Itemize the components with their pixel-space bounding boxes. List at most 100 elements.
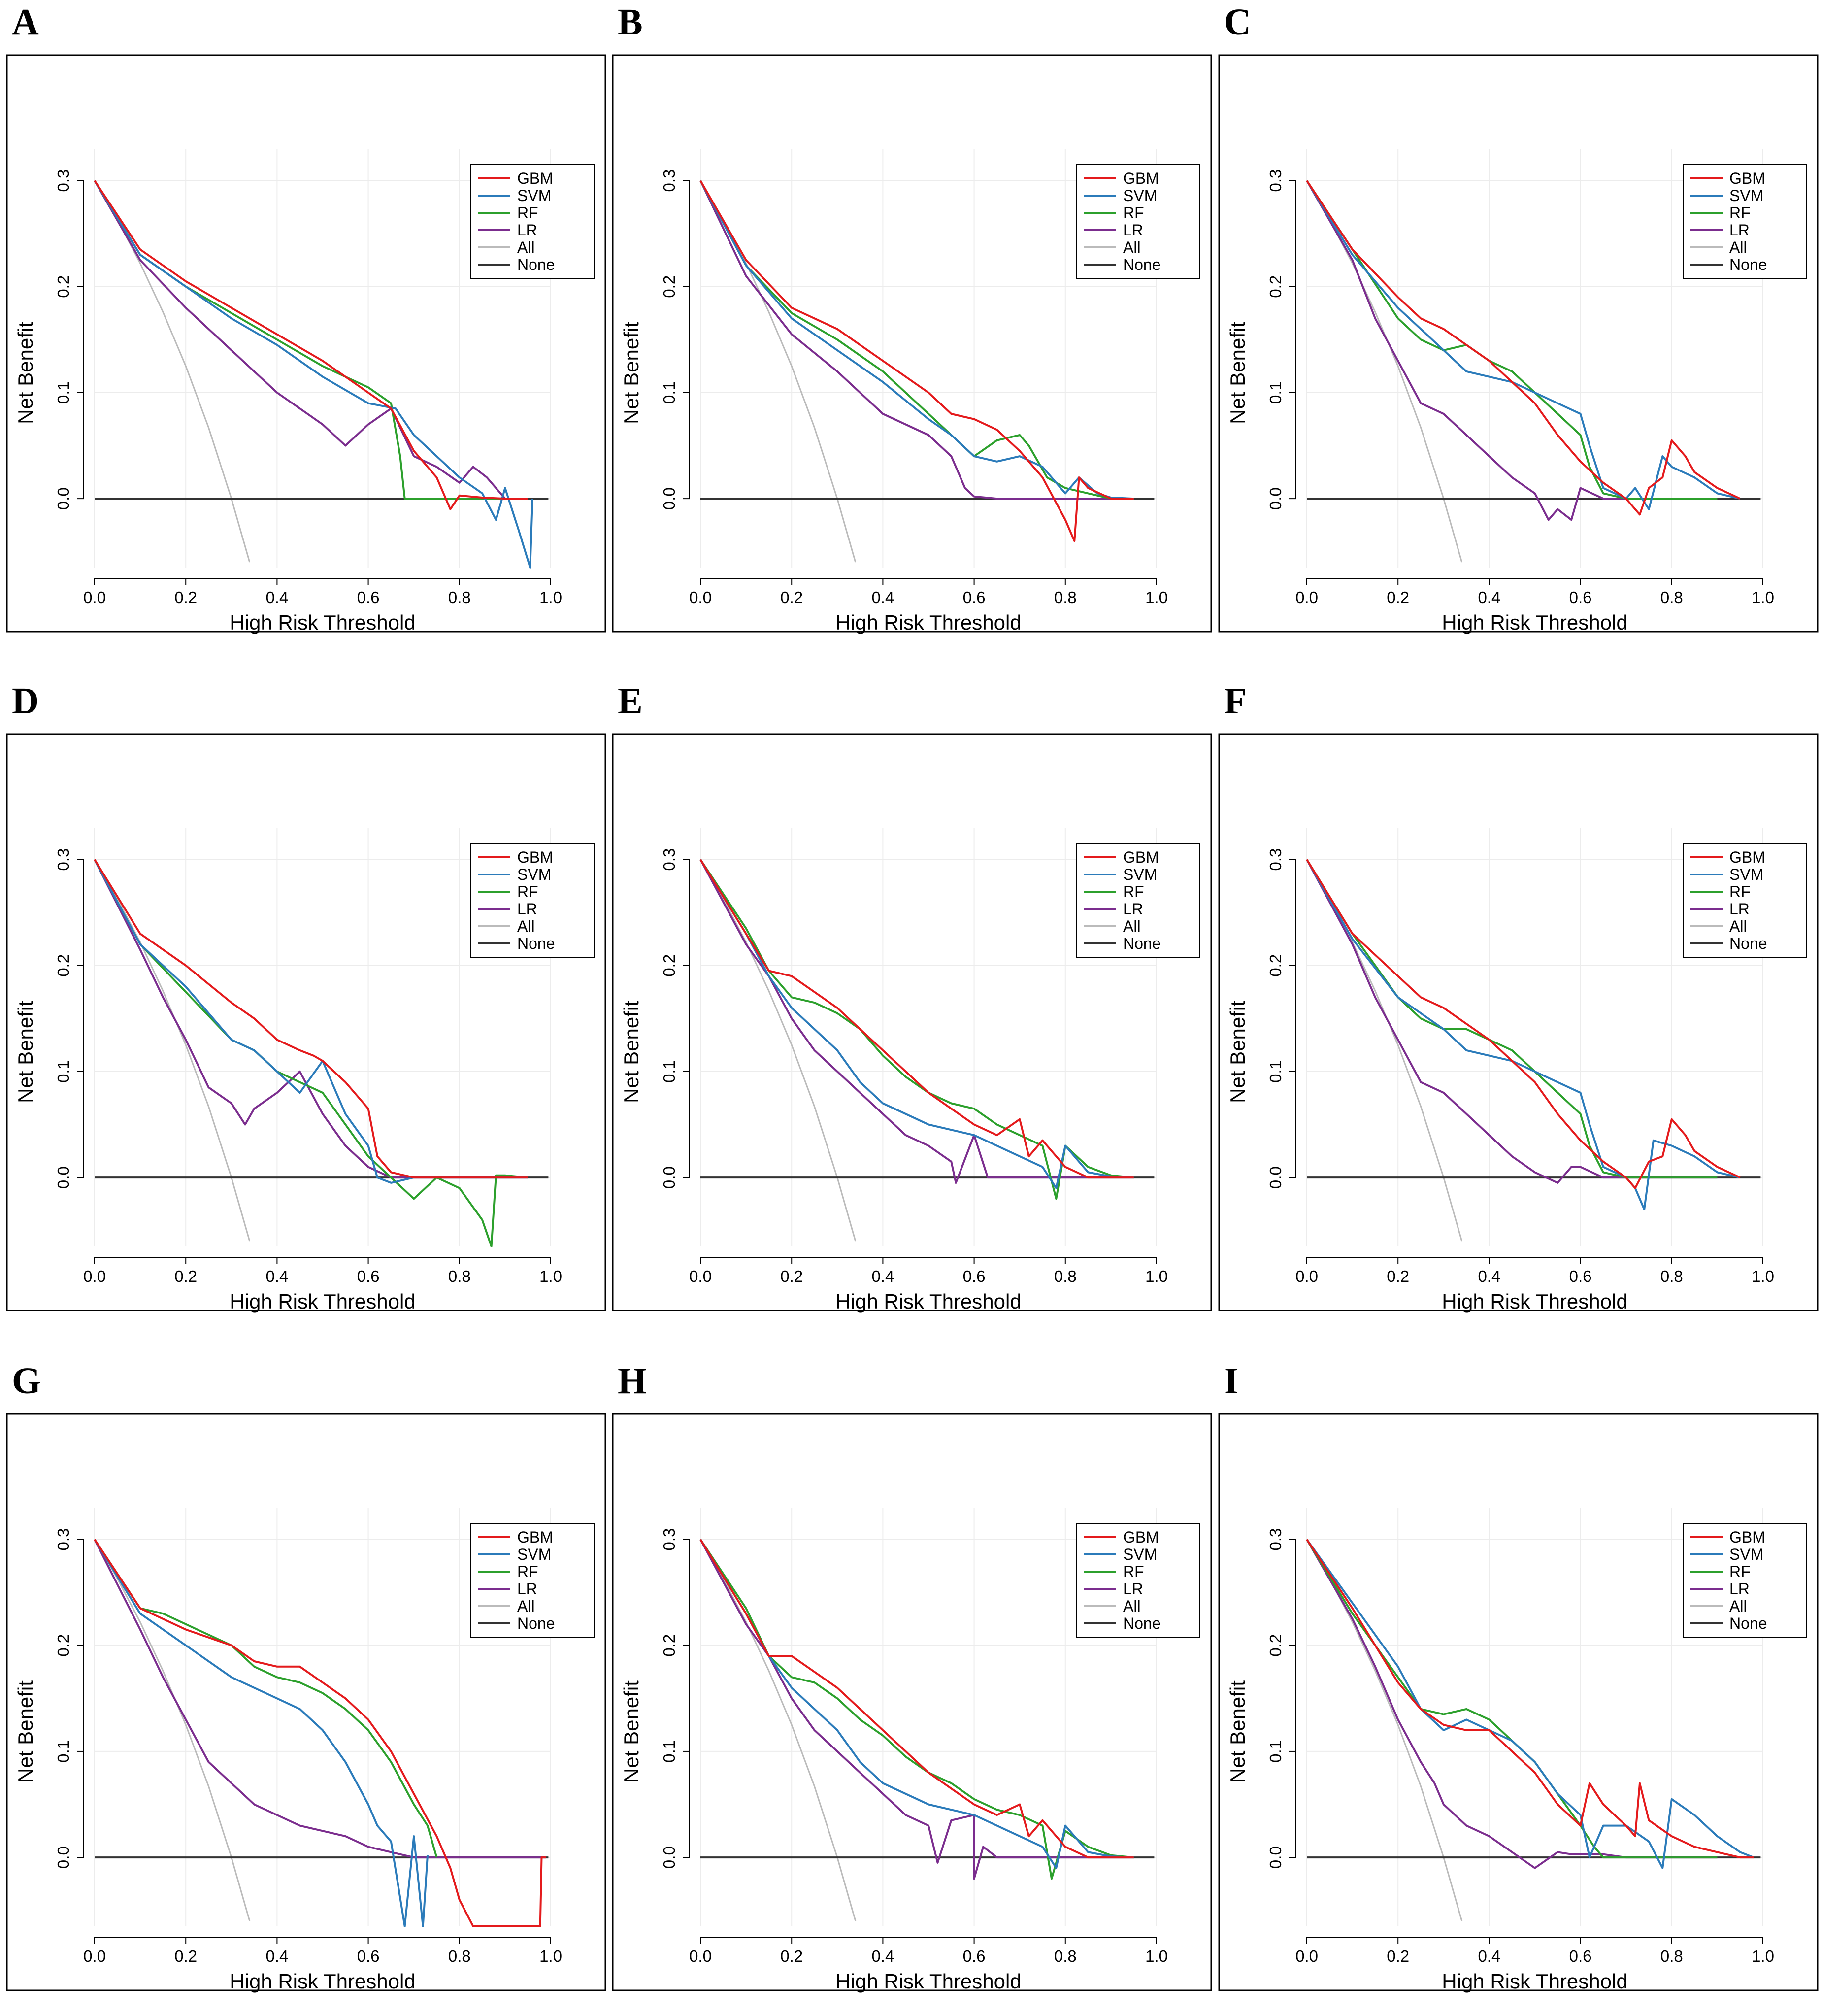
x-axis: 0.0 0.2 0.4 0.6 0.8 1.0 High Risk Threshold	[83, 1257, 562, 1313]
series-group	[94, 859, 549, 1247]
x-tick-label: 0.0	[1295, 1267, 1318, 1285]
x-tick-label: 0.0	[83, 588, 106, 606]
y-axis: 0.0 0.1 0.2 0.3 Net Benefit	[620, 848, 690, 1189]
y-tick-label: 0.1	[660, 1740, 678, 1763]
legend-entry: None	[1729, 1614, 1767, 1632]
series-group	[699, 1539, 1155, 1921]
series-gbm-line	[699, 859, 1134, 1179]
y-tick-label: 0.3	[1266, 848, 1285, 871]
y-axis-title: Net Benefit	[620, 1680, 643, 1783]
legend-entry: None	[517, 935, 555, 952]
legend-entry: GBM	[1729, 169, 1765, 187]
x-axis: 0.0 0.2 0.4 0.6 0.8 1.0 High Risk Threshold	[1295, 1257, 1774, 1313]
panel-frame	[6, 733, 606, 1311]
legend-entry: RF	[1729, 204, 1751, 222]
y-axis-title: Net Benefit	[14, 1680, 37, 1783]
series-svm-line	[1306, 180, 1741, 510]
y-axis: 0.0 0.1 0.2 0.3 Net Benefit	[1226, 169, 1296, 510]
x-tick-label: 0.4	[1478, 1947, 1500, 1965]
series-rf-line	[699, 180, 1134, 500]
y-tick-label: 0.0	[54, 1846, 72, 1869]
y-tick-label: 0.3	[54, 169, 72, 192]
series-rf-line	[1306, 859, 1718, 1179]
x-tick-label: 0.6	[963, 1947, 986, 1965]
legend-entry: All	[1729, 917, 1747, 935]
y-tick-label: 0.2	[54, 954, 72, 977]
legend-entry: All	[1123, 917, 1141, 935]
y-axis: 0.0 0.1 0.2 0.3 Net Benefit	[14, 169, 84, 510]
x-tick-label: 0.2	[174, 1947, 197, 1965]
legend-entry: LR	[1729, 900, 1750, 918]
legend-box	[1076, 164, 1200, 279]
series-gbm-line	[1306, 859, 1741, 1189]
y-tick-label: 0.3	[54, 1528, 72, 1551]
x-tick-label: 1.0	[539, 1267, 562, 1285]
x-axis: 0.0 0.2 0.4 0.6 0.8 1.0 High Risk Threshold	[1295, 1937, 1774, 1993]
series-svm-line	[699, 859, 1134, 1189]
x-tick-label: 0.6	[357, 588, 380, 606]
x-tick-label: 0.8	[1054, 1947, 1077, 1965]
y-tick-label: 0.3	[1266, 169, 1285, 192]
series-gbm-line	[94, 859, 528, 1179]
y-axis: 0.0 0.1 0.2 0.3 Net Benefit	[14, 1528, 84, 1869]
y-tick-label: 0.0	[54, 1166, 72, 1189]
legend-entry: GBM	[1729, 848, 1765, 866]
y-tick-label: 0.0	[660, 1846, 678, 1869]
legend-entry: GBM	[1123, 848, 1159, 866]
series-lr-line	[94, 180, 528, 500]
x-tick-label: 1.0	[1752, 588, 1774, 606]
x-axis-title: High Risk Threshold	[1442, 1290, 1627, 1313]
y-tick-label: 0.2	[1266, 1634, 1285, 1657]
legend-entry: RF	[1123, 1563, 1144, 1580]
y-tick-label: 0.2	[54, 1634, 72, 1657]
panel-label: I	[1224, 1360, 1239, 1402]
y-tick-label: 0.2	[1266, 954, 1285, 977]
x-tick-label: 1.0	[1145, 1947, 1168, 1965]
panel-label: C	[1224, 1, 1251, 43]
series-lr-line	[699, 859, 1134, 1184]
series-lr-line	[1306, 859, 1718, 1184]
panel-frame	[6, 54, 606, 633]
x-tick-label: 0.2	[780, 1947, 803, 1965]
y-tick-label: 0.0	[1266, 1846, 1285, 1869]
y-tick-label: 0.2	[54, 275, 72, 298]
x-tick-label: 1.0	[1145, 1267, 1168, 1285]
panel-frame	[1218, 733, 1819, 1311]
legend-entry: LR	[517, 221, 537, 239]
panel-label: H	[618, 1360, 647, 1402]
series-group	[94, 1539, 549, 1927]
legend-entry: SVM	[1123, 866, 1157, 883]
x-tick-label: 0.6	[1569, 588, 1592, 606]
panel-frame	[1218, 1413, 1819, 1991]
y-tick-label: 0.0	[54, 487, 72, 510]
legend-entry: RF	[1729, 883, 1751, 901]
series-gbm-line	[1306, 180, 1741, 516]
x-axis: 0.0 0.2 0.4 0.6 0.8 1.0 High Risk Threshold	[689, 1937, 1168, 1993]
legend-entry: SVM	[517, 1546, 551, 1563]
y-axis-title: Net Benefit	[1226, 1001, 1249, 1103]
x-tick-label: 0.0	[83, 1267, 106, 1285]
legend-entry: All	[1123, 1597, 1141, 1615]
x-tick-label: 0.0	[1295, 1947, 1318, 1965]
panel-label: A	[12, 1, 39, 43]
series-group	[1306, 1539, 1761, 1921]
legend-entry: None	[517, 1614, 555, 1632]
legend-box	[1076, 1523, 1200, 1638]
x-tick-label: 0.2	[780, 1267, 803, 1285]
series-svm-line	[699, 180, 1134, 500]
x-axis-title: High Risk Threshold	[835, 1970, 1021, 1993]
series-lr-line	[1306, 1539, 1718, 1869]
x-tick-label: 0.8	[448, 1267, 471, 1285]
x-axis-title: High Risk Threshold	[1442, 1970, 1627, 1993]
x-tick-label: 0.0	[83, 1947, 106, 1965]
series-group	[699, 180, 1155, 563]
legend-entry: GBM	[517, 848, 553, 866]
